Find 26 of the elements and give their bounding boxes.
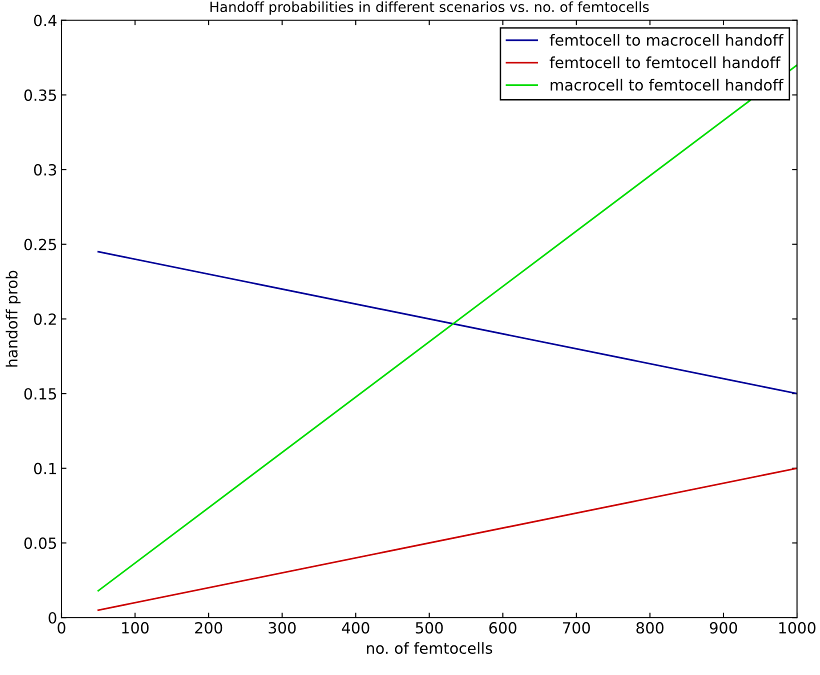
y-tick-label: 0 xyxy=(48,612,56,624)
y-tick-label: 0.35 xyxy=(24,89,56,101)
x-tick-label: 700 xyxy=(563,622,590,634)
x-tick-label: 800 xyxy=(636,622,664,634)
x-tick-label: 0 xyxy=(58,622,66,634)
x-tick-label: 900 xyxy=(710,622,738,634)
x-tick-label: 1000 xyxy=(779,622,816,634)
y-axis-title: handoff prob xyxy=(6,270,21,367)
legend-label: femtocell to macrocell handoff xyxy=(550,34,784,46)
y-tick-label: 0.4 xyxy=(34,14,56,26)
x-tick-label: 500 xyxy=(416,622,443,634)
x-tick-label: 600 xyxy=(489,622,516,634)
y-tick-label: 0.25 xyxy=(24,238,56,250)
x-tick-label: 300 xyxy=(268,622,296,634)
y-tick-label: 0.15 xyxy=(24,388,56,400)
y-tick-label: 0.1 xyxy=(34,462,56,474)
x-tick-label: 200 xyxy=(195,622,222,634)
x-axis-title: no. of femtocells xyxy=(367,642,492,654)
y-tick-label: 0.2 xyxy=(34,313,56,325)
x-tick-label: 100 xyxy=(122,622,149,634)
legend-label: femtocell to femtocell handoff xyxy=(550,56,781,68)
legend-label: macrocell to femtocell handoff xyxy=(550,78,784,91)
y-tick-label: 0.3 xyxy=(34,164,56,176)
chart-title: Handoff probabilities in different scenarios vs. no. of femtocells xyxy=(210,1,649,15)
y-tick-label: 0.05 xyxy=(24,537,56,549)
x-tick-label: 400 xyxy=(342,622,370,634)
